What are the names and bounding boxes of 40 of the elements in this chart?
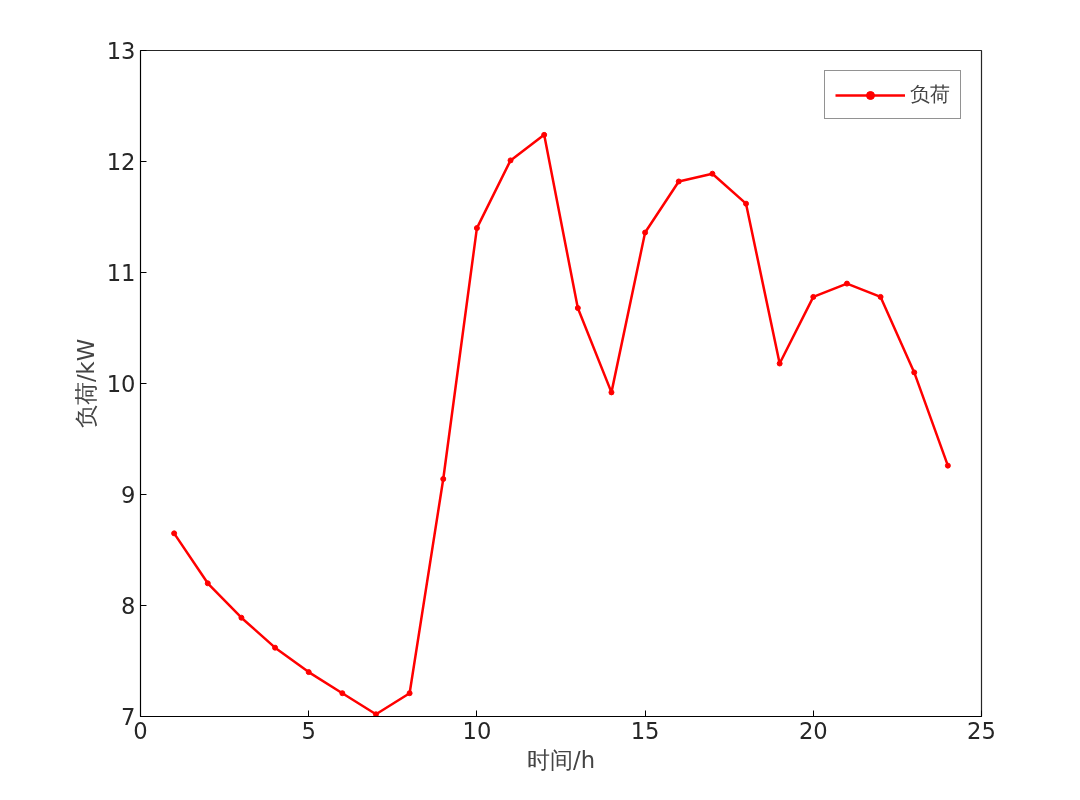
- point: [877, 293, 884, 300]
- point: [305, 669, 312, 676]
- point: [810, 293, 817, 300]
- point: [440, 475, 447, 482]
- y-tick-label: 10: [106, 371, 136, 397]
- point: [204, 580, 211, 587]
- point: [473, 225, 480, 232]
- point: [608, 389, 615, 396]
- x-tick-label: 25: [967, 717, 996, 744]
- x-tick-label: 5: [301, 717, 316, 744]
- point: [843, 280, 850, 287]
- x-axis-title: 时间/h: [527, 746, 595, 773]
- point: [675, 178, 682, 185]
- point: [642, 229, 649, 236]
- point: [372, 711, 379, 717]
- y-axis-title: 负荷/kW: [72, 338, 99, 429]
- point: [944, 462, 951, 469]
- x-tick-label: 10: [462, 717, 492, 744]
- point: [507, 157, 514, 164]
- x-tick-label: 0: [133, 717, 148, 744]
- point: [541, 131, 548, 138]
- y-tick-label: 12: [106, 149, 136, 175]
- point: [911, 369, 918, 376]
- y-tick-label: 9: [121, 482, 136, 508]
- y-tick-label: 13: [106, 38, 136, 64]
- point: [272, 644, 279, 651]
- point: [238, 614, 245, 621]
- point: [709, 170, 716, 177]
- point: [574, 305, 581, 312]
- point: [776, 360, 783, 367]
- x-tick-label: 15: [630, 717, 660, 744]
- y-tick-label: 7: [121, 704, 136, 730]
- point: [743, 200, 750, 207]
- y-tick-label: 8: [121, 593, 136, 619]
- legend-label: 负荷: [910, 81, 950, 108]
- point: [339, 690, 346, 697]
- point: [171, 530, 178, 537]
- y-tick-label: 11: [106, 260, 136, 286]
- point: [406, 690, 413, 697]
- x-tick-label: 20: [798, 717, 828, 744]
